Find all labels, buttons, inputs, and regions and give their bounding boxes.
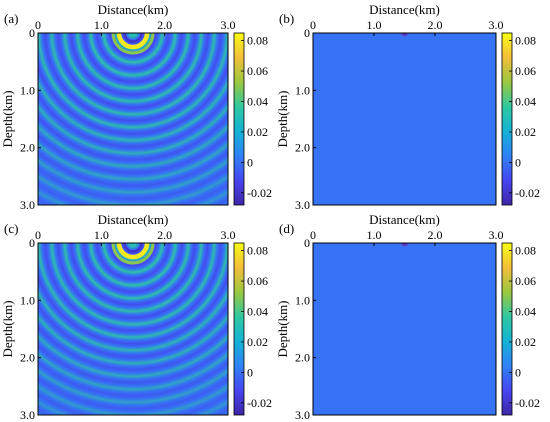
- colorbar-tick-label: 0.04: [515, 304, 536, 318]
- x-tick-label: 0: [310, 18, 316, 32]
- panel-b: 0 1.0 2.0 3.0 0 1.0 2.0 3.0 Distance(km) Depth(km…: [275, 2, 540, 212]
- colorbar-tick-label: 0: [247, 155, 253, 169]
- y-tick-label: 3.0: [20, 408, 35, 422]
- colorbar-tick-label: -0.02: [515, 396, 540, 410]
- x-tick-label: 2.0: [428, 18, 443, 32]
- colorbar-tick-label: 0.02: [247, 335, 268, 349]
- source-core: [129, 33, 137, 37]
- y-tick-label: 0: [304, 236, 310, 250]
- plot-frame: [312, 242, 497, 416]
- colorbar-tick-label: -0.02: [247, 396, 272, 410]
- colorbar-tick-label: 0.08: [247, 34, 268, 48]
- colorbar: [233, 242, 245, 416]
- wavefront-rings: [38, 243, 228, 415]
- secondary-ring: [111, 243, 155, 265]
- secondary-ring: [111, 33, 155, 55]
- y-axis-label: Depth(km): [0, 90, 15, 147]
- x-axis-label: Distance(km): [369, 212, 440, 227]
- x-tick-label: 2.0: [157, 18, 172, 32]
- colorbar-tick-label: -0.02: [515, 186, 540, 200]
- colorbar: [501, 242, 513, 416]
- colorbar-tick-label: 0.02: [515, 335, 536, 349]
- panel-label: (c): [4, 221, 18, 236]
- x-tick-label: 0: [35, 18, 41, 32]
- panel-d: 0 1.0 2.0 3.0 0 1.0 2.0 3.0 Distance(km) Depth(km…: [275, 212, 540, 422]
- colorbar-tick-label: 0.06: [247, 64, 268, 78]
- colorbar-tick-label: 0.04: [247, 304, 268, 318]
- x-tick-label: 0: [35, 228, 41, 242]
- colorbar-tick-label: 0: [515, 365, 521, 379]
- y-tick-label: 2.0: [20, 141, 35, 155]
- y-tick-label: 0: [29, 236, 35, 250]
- x-tick-label: 2.0: [428, 228, 443, 242]
- colorbar-tick-label: 0.04: [247, 94, 268, 108]
- y-axis-label: Depth(km): [275, 300, 290, 357]
- y-tick-label: 0: [29, 26, 35, 40]
- panel-a: 0 1.0 2.0 3.0 0 1.0 2.0 3.0 Distance(km) Depth(km…: [0, 2, 272, 212]
- plot-frame: [37, 32, 229, 206]
- trough-ring: [123, 33, 143, 43]
- x-axis-label: Distance(km): [98, 212, 169, 227]
- y-tick-label: 3.0: [295, 408, 310, 422]
- colorbar-tick-label: 0.06: [515, 64, 536, 78]
- x-tick-label: 1.0: [94, 18, 109, 32]
- y-tick-label: 2.0: [20, 351, 35, 365]
- peak-ring: [116, 33, 150, 50]
- panel-label: (b): [279, 11, 294, 26]
- x-tick-label: 1.0: [367, 18, 382, 32]
- y-tick-label: 1.0: [20, 83, 35, 97]
- trough-ring: [123, 243, 143, 253]
- y-tick-label: 2.0: [295, 141, 310, 155]
- x-tick-label: 1.0: [94, 228, 109, 242]
- source-dot: [399, 33, 410, 38]
- y-tick-label: 1.0: [295, 83, 310, 97]
- peak-ring: [116, 243, 150, 260]
- source-wavefront: [111, 243, 155, 265]
- plot-frame: [37, 242, 229, 416]
- colorbar-tick-label: 0: [515, 155, 521, 169]
- field-background: [313, 33, 496, 205]
- colorbar-tick-label: 0.02: [515, 125, 536, 139]
- panel-c: 0 1.0 2.0 3.0 0 1.0 2.0 3.0 Distance(km) Depth(km…: [0, 212, 272, 422]
- y-tick-label: 0: [304, 26, 310, 40]
- x-tick-label: 2.0: [157, 228, 172, 242]
- source-dot: [399, 243, 410, 248]
- y-tick-label: 2.0: [295, 351, 310, 365]
- x-tick-label: 3.0: [489, 228, 504, 242]
- colorbar-tick-label: 0.04: [515, 94, 536, 108]
- y-tick-label: 1.0: [20, 293, 35, 307]
- x-tick-label: 3.0: [221, 228, 236, 242]
- source-core: [129, 243, 137, 247]
- colorbar-tick-label: 0.08: [247, 244, 268, 258]
- y-tick-label: 3.0: [20, 198, 35, 212]
- x-tick-label: 3.0: [221, 18, 236, 32]
- y-tick-label: 1.0: [295, 293, 310, 307]
- x-tick-label: 0: [310, 228, 316, 242]
- wavefront-rings: [38, 33, 228, 205]
- panel-label: (d): [279, 221, 294, 236]
- x-axis-label: Distance(km): [98, 2, 169, 17]
- colorbar-tick-label: 0.02: [247, 125, 268, 139]
- colorbar-tick-label: 0.06: [515, 274, 536, 288]
- colorbar-tick-label: -0.02: [247, 186, 272, 200]
- source-wavefront: [111, 33, 155, 55]
- colorbar-tick-label: 0: [247, 365, 253, 379]
- y-axis-label: Depth(km): [0, 300, 15, 357]
- colorbar-tick-label: 0.06: [247, 274, 268, 288]
- x-axis-label: Distance(km): [369, 2, 440, 17]
- colorbar: [233, 32, 245, 206]
- x-tick-label: 1.0: [367, 228, 382, 242]
- panel-label: (a): [4, 11, 18, 26]
- colorbar: [501, 32, 513, 206]
- y-axis-label: Depth(km): [275, 90, 290, 147]
- field-background: [313, 243, 496, 415]
- y-tick-label: 3.0: [295, 198, 310, 212]
- colorbar-tick-label: 0.08: [515, 244, 536, 258]
- plot-frame: [312, 32, 497, 206]
- colorbar-tick-label: 0.08: [515, 34, 536, 48]
- x-tick-label: 3.0: [489, 18, 504, 32]
